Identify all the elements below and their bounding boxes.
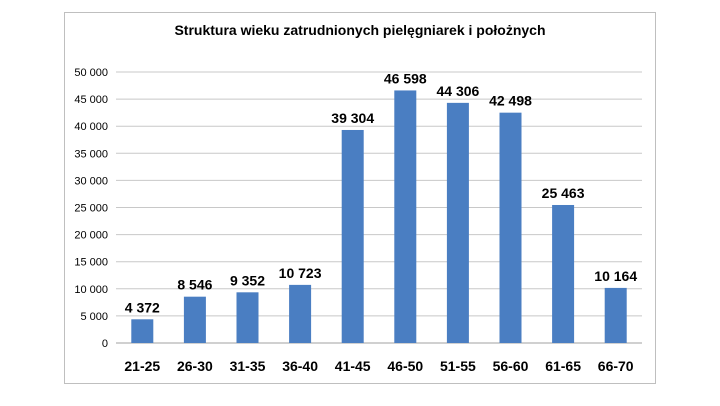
x-category-label: 56-60 [493, 358, 529, 374]
data-label: 9 352 [230, 272, 265, 288]
y-axis-ticks: 0 5 000 10 000 15 000 20 000 25 000 30 000 35 0… [74, 67, 108, 350]
x-category-label: 66-70 [598, 358, 634, 374]
y-tick-label: 45 000 [74, 94, 108, 106]
y-tick-label: 5 000 [80, 311, 108, 323]
y-tick-label: 0 [102, 338, 108, 350]
x-axis-categories: 21-25 26-30 31-35 36-40 41-45 46-50 51-55 56-60… [124, 358, 633, 374]
bars [131, 90, 627, 343]
data-label: 46 598 [384, 70, 427, 86]
data-labels: 4 372 8 546 9 352 10 723 39 304 46 598 44 306 4… [125, 70, 638, 315]
data-label: 8 546 [177, 277, 212, 293]
y-tick-label: 30 000 [74, 175, 108, 187]
y-tick-label: 50 000 [74, 67, 108, 79]
x-category-label: 51-55 [440, 358, 476, 374]
bar [604, 287, 627, 343]
bar [183, 296, 206, 343]
x-category-label: 36-40 [282, 358, 318, 374]
bar [289, 284, 312, 343]
data-label: 10 723 [279, 265, 322, 281]
bar [341, 129, 364, 343]
y-tick-label: 35 000 [74, 148, 108, 160]
bar [552, 204, 575, 343]
data-label: 39 304 [331, 110, 374, 126]
bar [394, 90, 417, 343]
bar [499, 112, 522, 343]
x-category-label: 21-25 [124, 358, 160, 374]
y-tick-label: 10 000 [74, 284, 108, 296]
x-category-label: 31-35 [230, 358, 266, 374]
data-label: 25 463 [542, 185, 585, 201]
y-tick-label: 25 000 [74, 203, 108, 215]
data-label: 4 372 [125, 299, 160, 315]
x-category-label: 41-45 [335, 358, 371, 374]
bar [446, 102, 469, 343]
chart-title: Struktura wieku zatrudnionych pielęgniar… [174, 22, 546, 38]
bar [236, 292, 259, 343]
y-tick-label: 15 000 [74, 257, 108, 269]
data-label: 42 498 [489, 93, 532, 109]
y-tick-label: 20 000 [74, 230, 108, 242]
bar [131, 319, 154, 343]
data-label: 10 164 [594, 268, 637, 284]
x-category-label: 46-50 [387, 358, 423, 374]
x-category-label: 61-65 [545, 358, 581, 374]
data-label: 44 306 [436, 83, 479, 99]
x-category-label: 26-30 [177, 358, 213, 374]
y-tick-label: 40 000 [74, 121, 108, 133]
